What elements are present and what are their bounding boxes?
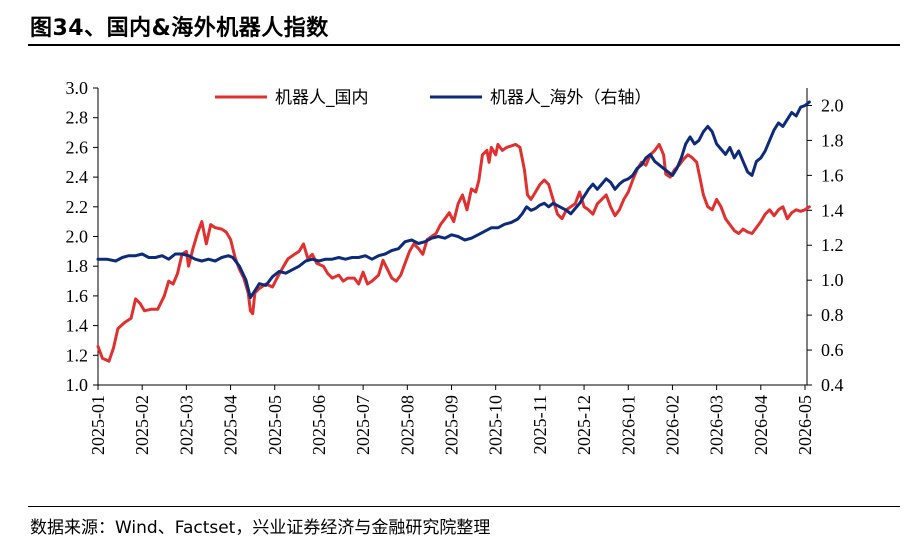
left-tick-label: 1.0 xyxy=(66,375,89,395)
left-tick-label: 1.2 xyxy=(66,345,89,365)
left-tick-label: 1.4 xyxy=(66,316,89,336)
legend: 机器人_国内 机器人_海外（右轴） xyxy=(215,88,652,108)
left-tick-label: 1.8 xyxy=(66,256,89,276)
series-lines xyxy=(96,100,811,363)
axes: 1.0 1.2 1.4 1.6 1.8 2.0 2.2 2.4 2.6 2.8 3.0 0.4 0.6 0… xyxy=(66,78,844,455)
x-tick-label: 2025-10 xyxy=(486,395,506,455)
x-tick-label: 2025-11 xyxy=(530,395,550,454)
x-tick-label: 2026-05 xyxy=(795,395,815,455)
left-tick-label: 2.0 xyxy=(66,227,89,247)
title-rule xyxy=(28,44,900,46)
x-tick-label: 2026-02 xyxy=(662,395,682,455)
source-note: 数据来源：Wind、Factset，兴业证券经济与金融研究院整理 xyxy=(30,518,491,538)
x-tick-label: 2025-03 xyxy=(176,395,196,455)
source-rule xyxy=(28,506,900,507)
right-tick-label: 1.2 xyxy=(821,235,844,255)
x-tick-label: 2025-06 xyxy=(309,395,329,455)
left-tick-label: 2.2 xyxy=(66,197,89,217)
right-tick-label: 1.4 xyxy=(821,200,844,220)
right-tick-label: 2.0 xyxy=(821,95,844,115)
x-tick-label: 2026-04 xyxy=(751,395,771,455)
right-tick-label: 0.6 xyxy=(821,340,844,360)
x-tick-label: 2025-07 xyxy=(353,395,373,455)
x-tick-label: 2025-12 xyxy=(574,395,594,455)
x-tick-label: 2026-01 xyxy=(618,395,638,455)
legend-label-domestic: 机器人_国内 xyxy=(275,88,369,108)
left-tick-label: 2.6 xyxy=(66,137,89,157)
right-tick-label: 1.8 xyxy=(821,130,844,150)
x-tick-label: 2025-04 xyxy=(221,395,241,455)
x-tick-label: 2026-03 xyxy=(707,395,727,455)
left-tick-label: 2.8 xyxy=(66,108,89,128)
left-tick-label: 3.0 xyxy=(66,78,89,98)
left-tick-label: 2.4 xyxy=(66,167,89,187)
x-tick-label: 2025-05 xyxy=(265,395,285,455)
x-tick-label: 2025-02 xyxy=(132,395,152,455)
left-tick-label: 1.6 xyxy=(66,286,89,306)
x-tick-label: 2025-01 xyxy=(88,395,108,455)
right-tick-label: 0.4 xyxy=(821,375,844,395)
chart-title: 图34、国内&海外机器人指数 xyxy=(30,16,329,41)
x-tick-label: 2025-08 xyxy=(397,395,417,455)
series-line-domestic xyxy=(96,142,811,363)
right-tick-label: 1.0 xyxy=(821,270,844,290)
x-tick-label: 2025-09 xyxy=(442,395,462,455)
right-tick-label: 0.8 xyxy=(821,305,844,325)
series-line-overseas xyxy=(96,100,811,300)
right-tick-label: 1.6 xyxy=(821,165,844,185)
legend-label-overseas: 机器人_海外（右轴） xyxy=(490,88,652,108)
